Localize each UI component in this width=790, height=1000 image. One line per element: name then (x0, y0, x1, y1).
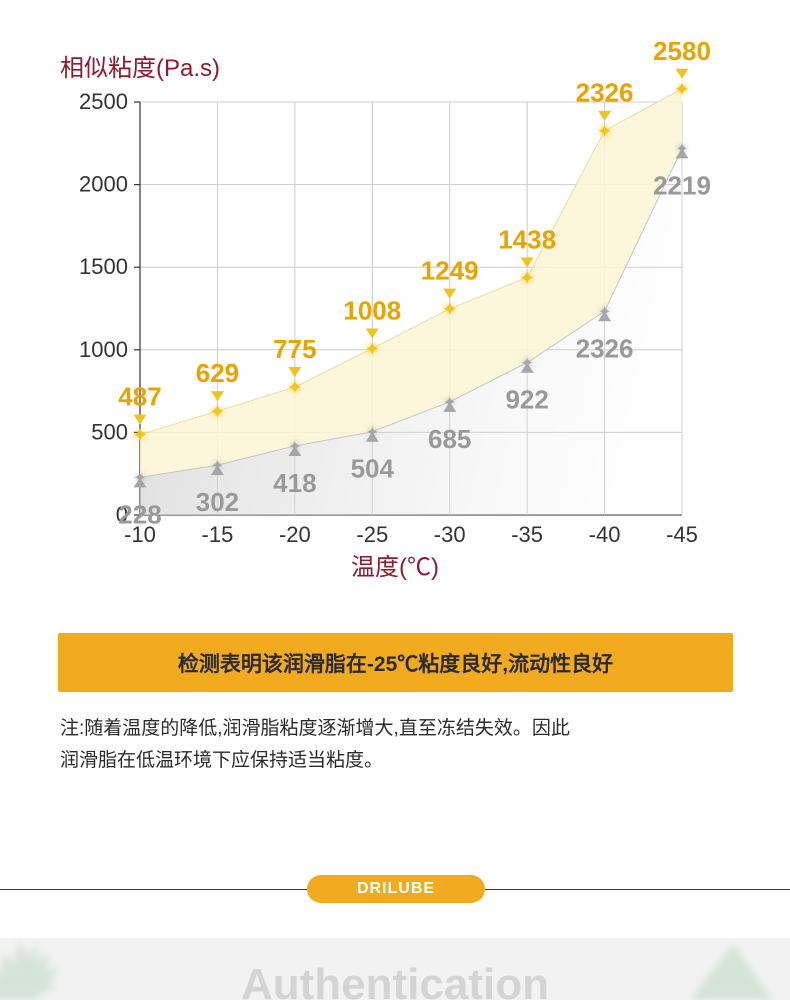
svg-text:504: 504 (351, 454, 395, 484)
svg-text:228: 228 (118, 499, 161, 529)
svg-text:775: 775 (273, 334, 316, 364)
svg-text:-35: -35 (511, 522, 543, 547)
svg-text:1008: 1008 (343, 295, 401, 325)
svg-text:1000: 1000 (79, 337, 128, 362)
svg-text:2580: 2580 (653, 36, 711, 66)
svg-text:685: 685 (428, 424, 471, 454)
svg-text:2326: 2326 (576, 333, 634, 363)
svg-text:487: 487 (118, 382, 161, 412)
svg-text:2000: 2000 (79, 172, 128, 197)
svg-text:2500: 2500 (79, 89, 128, 114)
svg-text:1500: 1500 (79, 254, 128, 279)
svg-text:922: 922 (505, 385, 548, 415)
svg-text:-20: -20 (279, 522, 311, 547)
svg-text:629: 629 (196, 358, 239, 388)
svg-text:1438: 1438 (498, 224, 556, 254)
svg-text:-15: -15 (202, 522, 234, 547)
svg-text:-25: -25 (356, 522, 388, 547)
svg-text:-30: -30 (434, 522, 466, 547)
svg-text:-45: -45 (666, 522, 698, 547)
svg-text:302: 302 (196, 487, 239, 517)
svg-text:1249: 1249 (421, 256, 479, 286)
svg-text:-40: -40 (589, 522, 621, 547)
svg-text:418: 418 (273, 468, 316, 498)
svg-text:500: 500 (91, 419, 128, 444)
svg-text:2219: 2219 (653, 170, 711, 200)
svg-text:2326: 2326 (576, 78, 634, 108)
